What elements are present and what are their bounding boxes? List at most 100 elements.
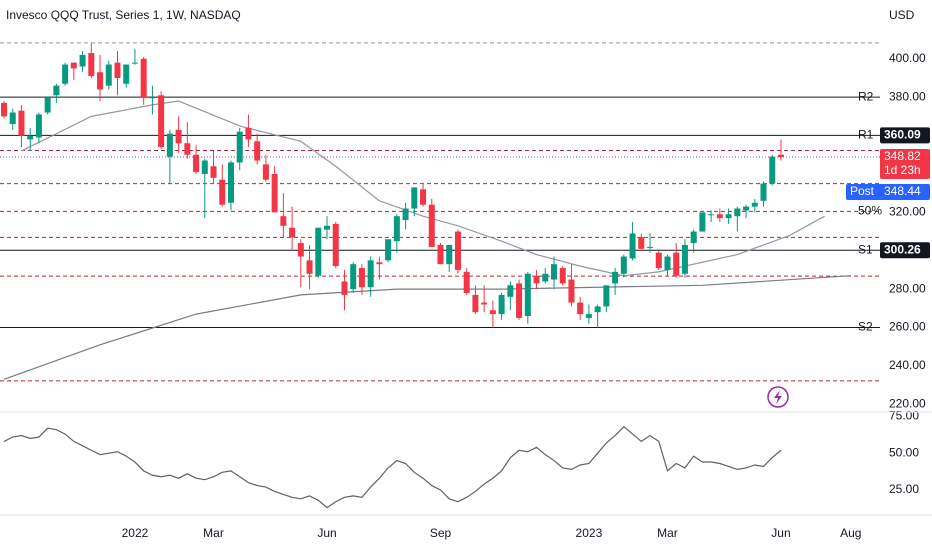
candle-body xyxy=(559,268,566,284)
rsi-line xyxy=(3,425,782,509)
candle-body xyxy=(9,112,16,125)
x-tick-label: Aug xyxy=(840,526,861,540)
candle-body xyxy=(550,264,557,280)
x-tick-label: 2022 xyxy=(122,526,149,540)
candle-body xyxy=(175,129,182,144)
candle-body xyxy=(210,166,217,178)
candle-body xyxy=(420,189,427,205)
y-tick-label: 320.00 xyxy=(889,205,926,219)
candle-body xyxy=(105,64,112,86)
candle-body xyxy=(158,95,165,148)
candle-body xyxy=(533,275,540,284)
post-name: Post xyxy=(850,184,875,198)
candle-body xyxy=(44,97,51,113)
x-tick-label: 2023 xyxy=(576,526,603,540)
candle-body xyxy=(88,53,95,77)
candle-body xyxy=(577,302,584,315)
candle-body xyxy=(341,281,348,295)
candle-body xyxy=(664,256,671,270)
candle-body xyxy=(542,273,549,282)
candle-body xyxy=(131,62,138,64)
price-tag-label: 360.09 xyxy=(884,128,921,142)
candle-body xyxy=(437,244,444,265)
candle-body xyxy=(27,135,34,140)
alert-icon[interactable] xyxy=(767,386,789,408)
candle-body xyxy=(149,97,156,99)
candle-body xyxy=(201,160,208,174)
countdown-label: 1d 23h xyxy=(884,163,921,177)
unit-label: USD xyxy=(889,8,915,22)
candle-body xyxy=(53,85,60,96)
candle-body xyxy=(507,285,514,297)
x-tick-label: Jun xyxy=(317,526,336,540)
candle-body xyxy=(297,243,304,257)
candle-body xyxy=(760,183,767,201)
candle-body xyxy=(734,208,741,217)
candle-body xyxy=(245,127,252,140)
price-tag xyxy=(880,127,930,144)
y-tick-label: 75.00 xyxy=(889,409,919,423)
candle-body xyxy=(271,173,278,213)
last-price-tag xyxy=(880,149,930,180)
post-price: 348.44 xyxy=(884,184,921,198)
candle-body xyxy=(358,268,365,288)
candle-body xyxy=(350,264,357,290)
y-tick-label: 260.00 xyxy=(889,320,926,334)
candle-body xyxy=(385,239,392,261)
candle-body xyxy=(254,141,261,161)
candle-body xyxy=(306,260,313,274)
candle-body xyxy=(79,54,86,67)
candle-body xyxy=(315,227,322,276)
x-tick-label: Jun xyxy=(771,526,790,540)
post-tag xyxy=(846,184,930,201)
level-label: R2 xyxy=(858,89,874,103)
moving-average xyxy=(3,275,851,380)
candle-body xyxy=(489,310,496,315)
x-tick-label: Mar xyxy=(657,526,678,540)
y-tick-label: 25.00 xyxy=(889,482,919,496)
plot: 220.00240.00260.00280.00300.00320.00340.… xyxy=(0,42,930,540)
candle-body xyxy=(393,216,400,242)
candle-body xyxy=(699,212,706,232)
price-tag-label: 300.26 xyxy=(884,242,921,256)
candle-body xyxy=(1,102,7,117)
y-tick-label: 240.00 xyxy=(889,358,926,372)
candle-body xyxy=(227,162,234,203)
price-tag xyxy=(880,242,930,259)
candle-body xyxy=(629,233,636,259)
level-label: 50% xyxy=(858,204,882,218)
level-label: R1 xyxy=(858,128,874,142)
candle-body xyxy=(62,64,69,84)
candle-body xyxy=(769,156,776,184)
candle-body xyxy=(166,133,173,157)
candle-body xyxy=(516,283,523,318)
candle-body xyxy=(743,206,750,211)
y-tick-label: 380.00 xyxy=(889,89,926,103)
candle-body xyxy=(236,131,243,163)
candle-body xyxy=(35,114,42,138)
candle-body xyxy=(777,154,784,158)
candle-body xyxy=(332,223,339,267)
candle-body xyxy=(585,314,592,318)
candle-body xyxy=(402,208,409,221)
candle-body xyxy=(18,110,25,136)
candle-body xyxy=(690,231,697,244)
candle-body xyxy=(463,271,470,293)
candle-body xyxy=(612,271,619,284)
candle-body xyxy=(708,214,715,216)
chart-title: Invesco QQQ Trust, Series 1, 1W, NASDAQ xyxy=(6,8,241,22)
candle-body xyxy=(446,244,453,265)
candle-body xyxy=(481,302,488,305)
candle-body xyxy=(655,252,662,269)
candle-body xyxy=(219,179,226,205)
candle-body xyxy=(123,64,130,84)
candle-body xyxy=(638,237,645,249)
y-tick-label: 220.00 xyxy=(889,396,926,410)
candle-body xyxy=(647,246,654,248)
candle-body xyxy=(262,164,269,180)
level-label: S1 xyxy=(858,242,873,256)
candle-body xyxy=(114,62,121,78)
candle-body xyxy=(367,260,374,288)
last-price-label: 348.82 xyxy=(884,149,921,163)
candle-body xyxy=(603,285,610,307)
